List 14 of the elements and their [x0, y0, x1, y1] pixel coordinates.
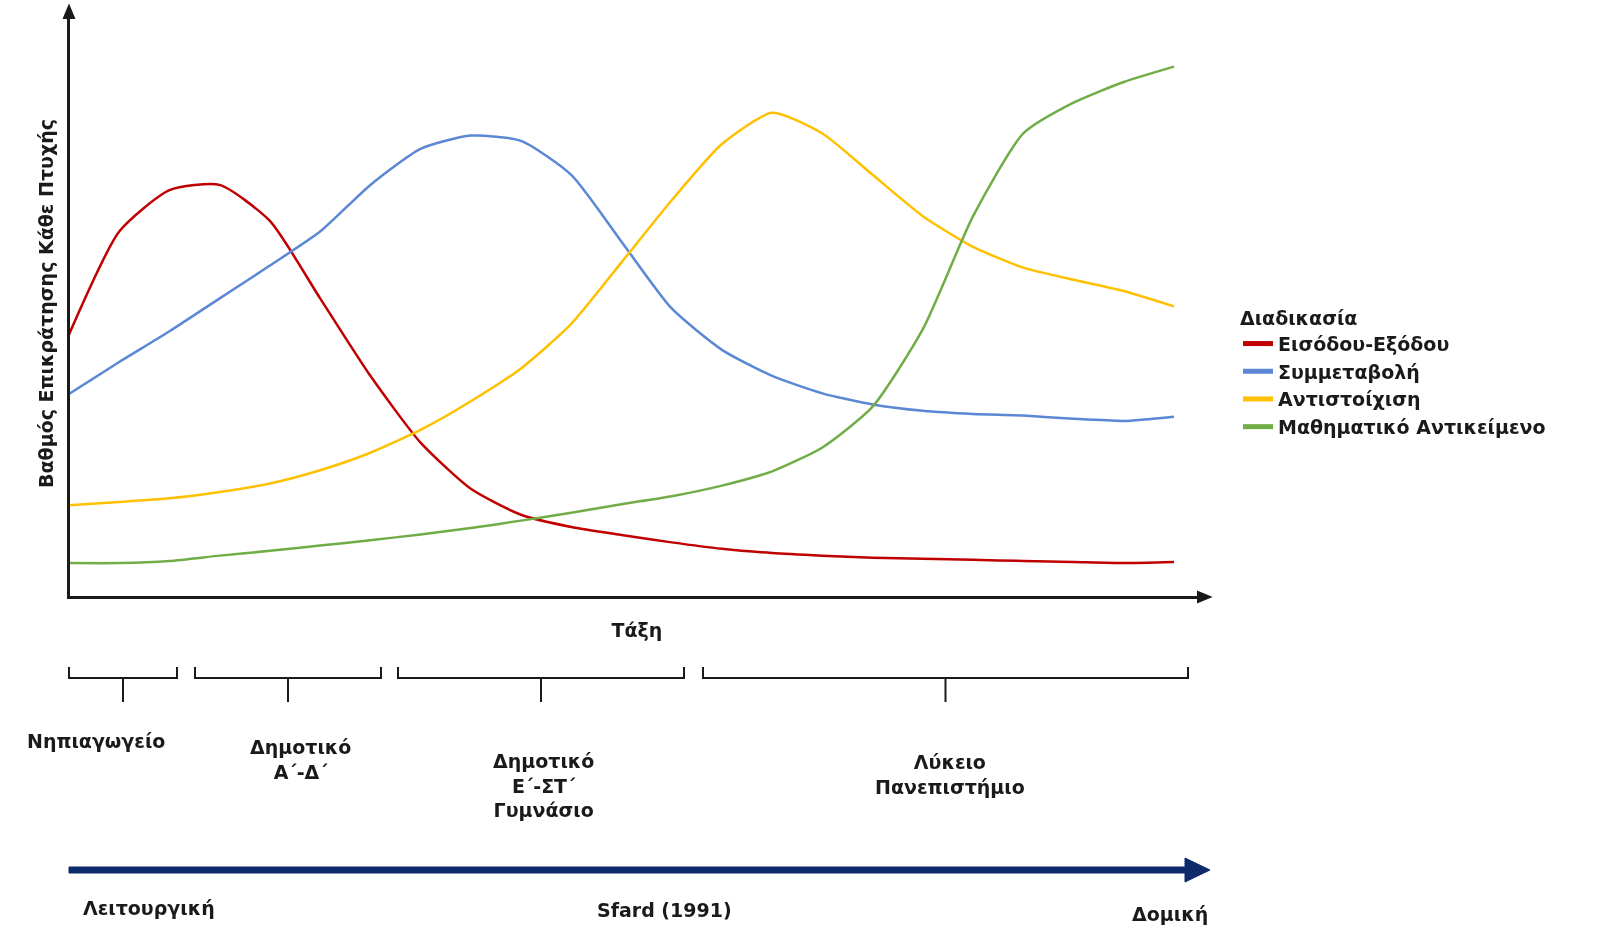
text: Δημοτικό Ε΄-ΣΤ΄ Γυμνάσιο — [493, 750, 595, 822]
text: Λύκειο Πανεπιστήμιο — [875, 751, 1025, 798]
legend-label: Μαθηματικό Αντικείμενο — [1278, 416, 1546, 439]
legend-title: Διαδικασία — [1240, 306, 1358, 329]
y-axis-title: Βαθμός Επικράτησης Κάθε Πτυχής — [35, 119, 58, 488]
text: Δημοτικό Α΄-Δ΄ — [250, 736, 352, 783]
legend-label: Εισόδου-Εξόδου — [1278, 332, 1450, 355]
text: Λειτουργική — [83, 897, 215, 919]
x-axis-title: Τάξη — [611, 619, 663, 642]
text: Δομική — [1132, 903, 1209, 925]
legend-label: Αντιστοίχιση — [1278, 388, 1421, 411]
text: Sfard (1991) — [597, 899, 732, 921]
legend-label: Συμμεταβολή — [1278, 360, 1420, 383]
text: Νηπιαγωγείο — [27, 730, 166, 752]
